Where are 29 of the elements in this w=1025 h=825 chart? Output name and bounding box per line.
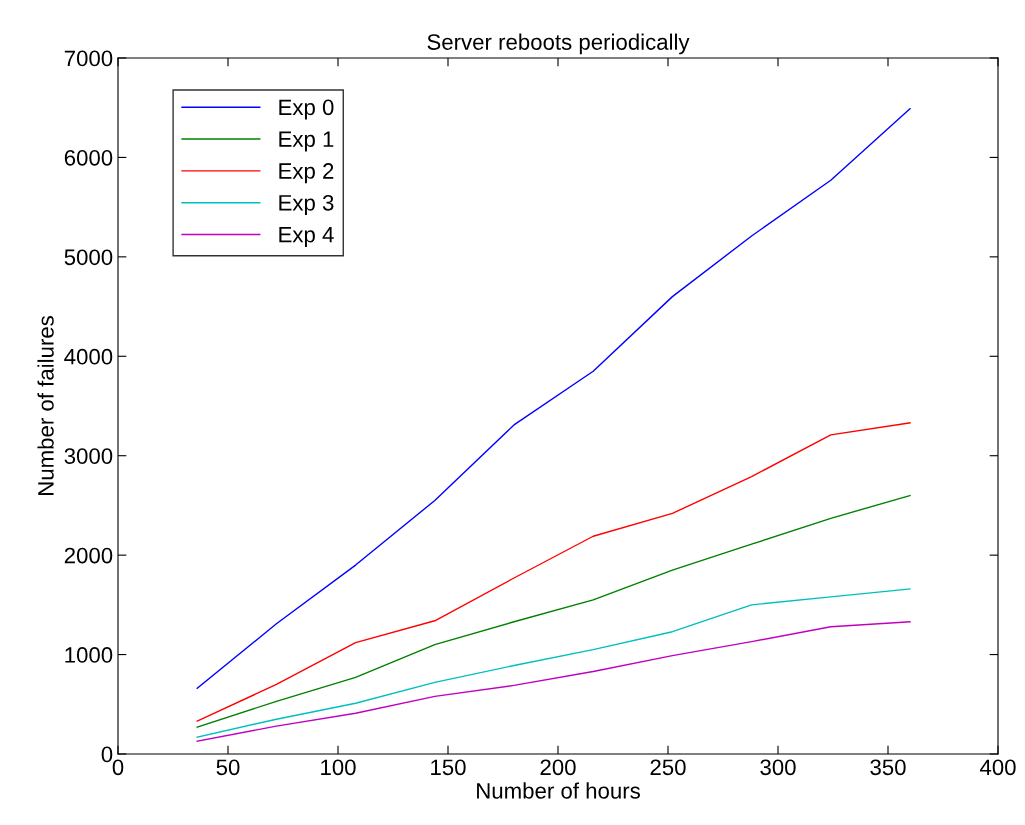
y-tick-label: 5000 [64, 249, 113, 266]
x-tick-label: 100 [321, 759, 356, 776]
y-tick-label: 6000 [64, 149, 113, 166]
legend-label: Exp 2 [279, 163, 334, 184]
line-series [196, 621, 911, 742]
line-series [196, 494, 911, 728]
y-tick-label: 1000 [65, 647, 113, 663]
y-tick-label: 2000 [64, 547, 113, 564]
legend-label: Exp 4 [279, 227, 334, 247]
x-axis-title: Number of hours [477, 782, 640, 799]
x-tick-label: 50 [216, 759, 240, 776]
x-tick-label: 200 [540, 759, 576, 776]
chart-title: Server reboots periodically [427, 33, 690, 55]
y-tick-label: 7000 [64, 50, 113, 67]
line-series [196, 422, 911, 722]
y-tick-label: 4000 [64, 348, 113, 365]
x-tick-label: 0 [112, 759, 124, 776]
y-axis-title: Number of failures [37, 316, 54, 495]
line-series [196, 588, 911, 738]
x-tick-label: 400 [979, 759, 1016, 776]
y-tick-label: 0 [101, 746, 113, 763]
legend-label: Exp 0 [279, 99, 334, 120]
x-tick-label: 300 [760, 759, 796, 776]
legend-label: Exp 1 [279, 131, 334, 152]
y-tick-label: 3000 [64, 448, 113, 464]
x-tick-label: 350 [870, 759, 906, 776]
legend-label: Exp 3 [279, 194, 334, 216]
x-tick-label: 250 [650, 759, 686, 776]
x-tick-label: 150 [431, 759, 466, 776]
